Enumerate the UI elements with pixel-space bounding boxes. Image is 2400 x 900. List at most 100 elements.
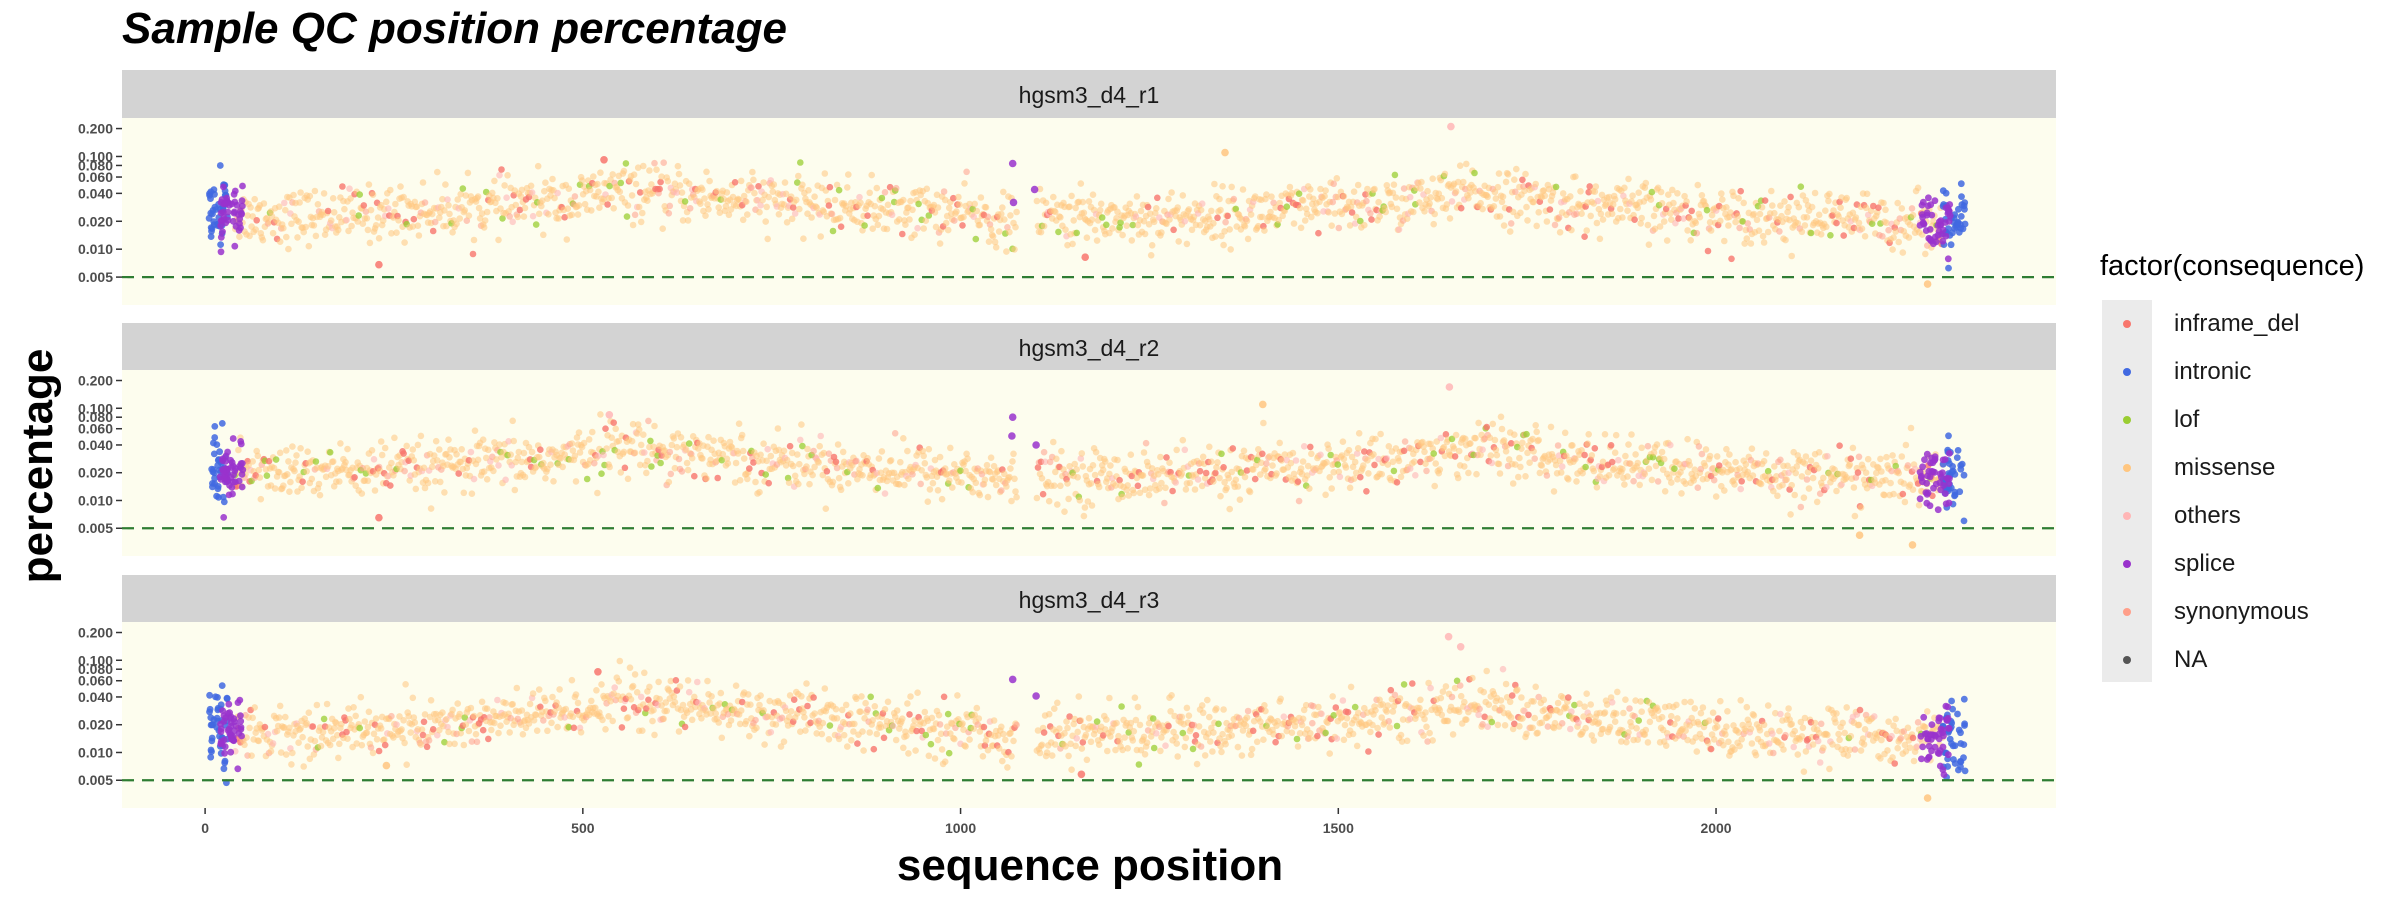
data-point: [590, 173, 597, 180]
data-point: [1495, 460, 1503, 468]
data-point: [1807, 457, 1815, 465]
data-point: [1909, 486, 1917, 494]
data-point: [1469, 674, 1476, 682]
data-point: [576, 449, 584, 456]
data-point: [1142, 439, 1150, 447]
data-point: [309, 723, 317, 730]
data-point: [1648, 476, 1656, 484]
data-point: [1223, 484, 1230, 492]
data-point: [1065, 495, 1072, 503]
data-point: [900, 196, 907, 204]
data-point: [1052, 741, 1059, 748]
data-point: [593, 687, 600, 694]
data-point: [1489, 420, 1497, 428]
data-point: [1833, 487, 1840, 495]
data-point: [568, 440, 576, 447]
data-point: [503, 194, 510, 201]
data-point: [1259, 213, 1266, 221]
data-point: [491, 177, 498, 185]
data-point: [1594, 197, 1602, 205]
y-tick-label: 0.060: [78, 421, 113, 437]
data-point: [1248, 745, 1256, 753]
data-point: [1572, 455, 1579, 463]
data-point: [1777, 456, 1784, 464]
data-point: [640, 431, 647, 439]
data-point: [1783, 476, 1790, 483]
data-point: [527, 182, 535, 190]
data-point: [1878, 468, 1885, 475]
data-point: [304, 743, 312, 750]
data-point: [1061, 508, 1068, 515]
data-point: [1272, 204, 1279, 211]
data-point: [1185, 712, 1193, 719]
data-point: [1275, 216, 1282, 224]
data-point: [251, 704, 258, 711]
data-point: [1441, 452, 1449, 460]
data-point: [1197, 206, 1205, 214]
data-point: [782, 190, 790, 198]
data-point: [1586, 183, 1593, 190]
data-point: [1083, 756, 1091, 764]
data-point: [506, 213, 513, 220]
data-point: [660, 159, 667, 166]
data-point: [381, 741, 389, 749]
data-point: [295, 218, 302, 225]
data-point: [957, 467, 964, 475]
data-point: [415, 232, 423, 239]
data-point: [1827, 232, 1834, 239]
data-point: [1364, 185, 1371, 193]
data-point: [1334, 193, 1342, 201]
data-point: [810, 694, 817, 701]
data-point: [1383, 708, 1391, 715]
data-point: [989, 476, 997, 483]
data-point: [833, 464, 841, 472]
data-point: [391, 434, 398, 442]
data-point: [568, 676, 576, 684]
data-point: [1175, 238, 1182, 245]
data-point: [931, 755, 939, 762]
data-point: [1243, 467, 1251, 474]
data-point: [1074, 474, 1081, 481]
data-point: [281, 724, 288, 731]
data-point: [604, 201, 611, 208]
data-point: [207, 233, 215, 241]
data-point: [732, 682, 740, 689]
data-point: [1590, 467, 1598, 475]
data-point: [1374, 724, 1381, 732]
data-point: [1862, 204, 1870, 212]
data-point: [562, 705, 570, 713]
data-point: [963, 168, 970, 176]
data-point: [1054, 699, 1061, 707]
data-point: [1530, 698, 1537, 705]
data-point: [216, 448, 224, 456]
data-point: [947, 444, 954, 452]
data-point: [900, 744, 907, 752]
data-point: [1098, 214, 1106, 221]
data-point: [665, 478, 673, 486]
data-point: [1161, 499, 1168, 507]
data-point: [922, 731, 930, 739]
data-point: [1823, 483, 1830, 491]
data-point: [462, 192, 470, 199]
data-point: [400, 717, 407, 724]
data-point: [651, 159, 658, 167]
data-point: [425, 737, 433, 744]
data-point: [1717, 217, 1724, 225]
data-point: [624, 202, 632, 209]
data-point: [1840, 232, 1847, 239]
data-point: [1518, 445, 1525, 453]
facet-strip-label: hgsm3_d4_r1: [1019, 82, 1160, 108]
data-point: [344, 735, 351, 742]
data-point: [1517, 209, 1524, 217]
data-point: [853, 457, 860, 465]
data-point: [1012, 488, 1019, 495]
data-point: [870, 745, 878, 753]
data-point: [644, 197, 651, 204]
data-point: [663, 707, 670, 715]
data-point: [722, 202, 730, 210]
data-point: [759, 196, 766, 204]
data-point: [1914, 184, 1922, 192]
data-point: [811, 463, 818, 471]
data-point: [294, 234, 301, 241]
data-point: [984, 213, 992, 221]
